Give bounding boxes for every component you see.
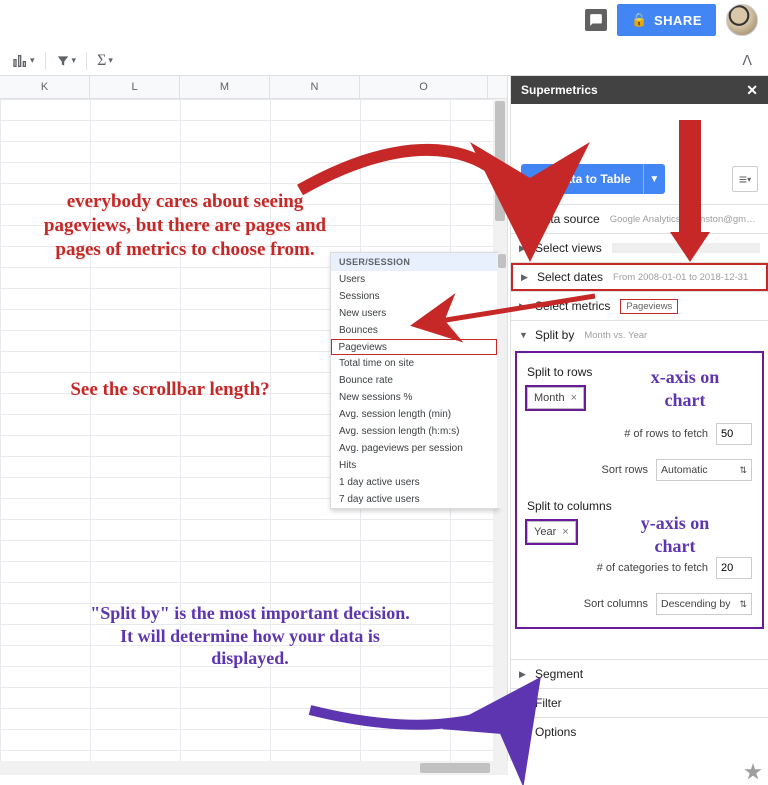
share-label: SHARE bbox=[654, 13, 702, 28]
section-split-by[interactable]: ▼Split byMonth vs. Year bbox=[511, 320, 768, 349]
split-rows-header: Split to rows bbox=[527, 365, 752, 379]
panel-button-row: Get Data to Table ▼ ≡▾ bbox=[511, 164, 768, 204]
metrics-menu-item[interactable]: Pageviews bbox=[331, 339, 497, 355]
section-options[interactable]: ▶Options bbox=[511, 717, 768, 746]
sidepanel: Supermetrics ✕ Get Data to Table ▼ ≡▾ ▶D… bbox=[510, 76, 768, 761]
metrics-menu-item[interactable]: Avg. pageviews per session bbox=[331, 440, 497, 457]
section-data-source[interactable]: ▶Data sourceGoogle Analytics: bwinston@g… bbox=[511, 204, 768, 233]
panel-close-icon[interactable]: ✕ bbox=[746, 82, 758, 99]
collapse-toolbar-icon[interactable]: ᐱ bbox=[742, 52, 762, 69]
rows-fetch-input[interactable] bbox=[716, 423, 752, 445]
explore-icon[interactable] bbox=[744, 763, 762, 781]
rows-sort-select[interactable]: Automatic⇅ bbox=[656, 459, 752, 481]
panel-header: Supermetrics ✕ bbox=[511, 76, 768, 104]
metrics-menu-item[interactable]: Users bbox=[331, 271, 497, 288]
section-select-views[interactable]: ▶Select views bbox=[511, 233, 768, 262]
metrics-menu-item[interactable]: Bounces bbox=[331, 322, 497, 339]
split-cols-chip[interactable]: Year× bbox=[527, 521, 576, 543]
section-select-dates[interactable]: ▶Select datesFrom 2008-01-01 to 2018-12-… bbox=[511, 262, 768, 291]
metrics-menu-item[interactable]: Sessions bbox=[331, 288, 497, 305]
column-header[interactable]: O bbox=[360, 76, 488, 98]
column-header[interactable]: N bbox=[270, 76, 360, 98]
toolbar: ▾ ▾ Σ ▾ ᐱ bbox=[0, 46, 768, 76]
chip-remove-icon[interactable]: × bbox=[571, 392, 577, 404]
section-select-metrics[interactable]: ▶Select metricsPageviews bbox=[511, 291, 768, 320]
filter-tool-icon[interactable]: ▾ bbox=[50, 52, 83, 70]
cols-fetch-input[interactable] bbox=[716, 557, 752, 579]
share-button[interactable]: 🔒 SHARE bbox=[617, 4, 716, 36]
panel-title: Supermetrics bbox=[521, 83, 598, 97]
column-header[interactable]: M bbox=[180, 76, 270, 98]
section-filter[interactable]: ▶Filter bbox=[511, 688, 768, 717]
cols-sort-select[interactable]: Descending by⇅ bbox=[656, 593, 752, 615]
metrics-dropdown-scrollbar[interactable] bbox=[497, 253, 507, 508]
cols-fetch-label: # of categories to fetch bbox=[597, 562, 708, 574]
cols-sort-label: Sort columns bbox=[584, 598, 648, 610]
metrics-menu-item[interactable]: Total time on site bbox=[331, 355, 497, 372]
split-by-body: Split to rows Month× # of rows to fetch … bbox=[515, 351, 764, 629]
metrics-menu-item[interactable]: Bounce rate bbox=[331, 372, 497, 389]
column-headers: KLMNO bbox=[0, 76, 507, 99]
metrics-menu-item[interactable]: 1 day active users bbox=[331, 474, 497, 491]
chip-remove-icon[interactable]: × bbox=[562, 526, 568, 538]
sigma-tool[interactable]: Σ ▾ bbox=[91, 50, 119, 72]
metrics-menu-item[interactable]: Hits bbox=[331, 457, 497, 474]
split-rows-chip[interactable]: Month× bbox=[527, 387, 584, 409]
metrics-menu-item[interactable]: 7 day active users bbox=[331, 491, 497, 508]
column-header[interactable]: L bbox=[90, 76, 180, 98]
get-data-dropdown[interactable]: ▼ bbox=[643, 164, 665, 194]
metrics-menu-item[interactable]: New users bbox=[331, 305, 497, 322]
comments-icon[interactable] bbox=[585, 9, 607, 31]
sheet-horizontal-scrollbar[interactable] bbox=[0, 761, 508, 775]
column-header[interactable]: K bbox=[0, 76, 90, 98]
topbar: 🔒 SHARE bbox=[0, 0, 768, 40]
section-segment[interactable]: ▶Segment bbox=[511, 659, 768, 688]
rows-sort-label: Sort rows bbox=[602, 464, 648, 476]
metrics-menu-item[interactable]: Avg. session length (h:m:s) bbox=[331, 423, 497, 440]
metrics-dropdown-header: USER/SESSION bbox=[331, 253, 497, 271]
get-data-button[interactable]: Get Data to Table bbox=[521, 164, 643, 194]
metrics-menu-item[interactable]: New sessions % bbox=[331, 389, 497, 406]
chart-tool-icon[interactable]: ▾ bbox=[6, 51, 41, 71]
metrics-menu-item[interactable]: Avg. session length (min) bbox=[331, 406, 497, 423]
panel-menu-icon[interactable]: ≡▾ bbox=[732, 166, 758, 192]
split-cols-header: Split to columns bbox=[527, 499, 752, 513]
lock-icon: 🔒 bbox=[631, 12, 648, 28]
avatar[interactable] bbox=[726, 4, 758, 36]
rows-fetch-label: # of rows to fetch bbox=[624, 428, 708, 440]
metrics-dropdown[interactable]: USER/SESSION UsersSessionsNew usersBounc… bbox=[330, 252, 498, 509]
